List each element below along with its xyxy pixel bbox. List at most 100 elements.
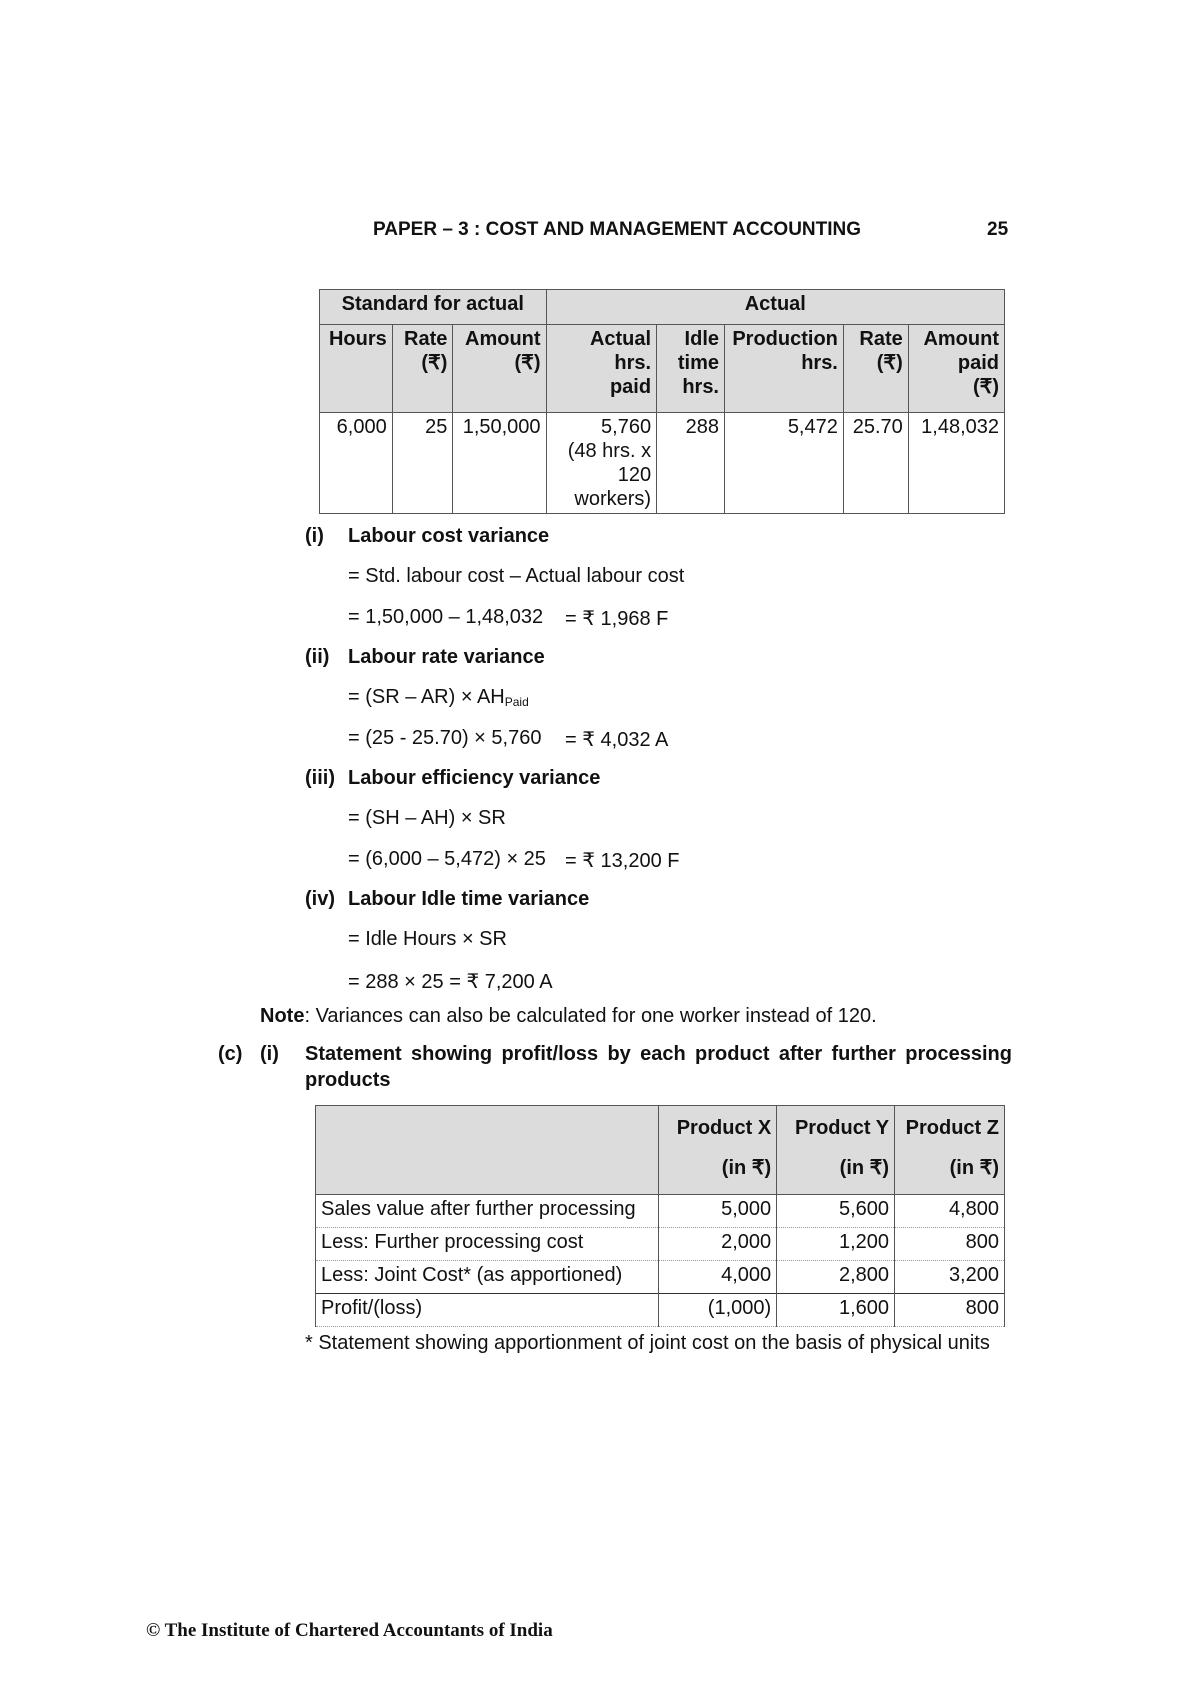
formula-subscript: Paid: [504, 695, 529, 709]
table-row: 6,000 25 1,50,000 5,760 (48 hrs. x 120 worker…: [319, 412, 1006, 514]
table-cell: 288: [656, 412, 725, 514]
formula-text: = (SR – AR) × AH: [348, 686, 505, 708]
result-value: = ₹ 1,968 F: [565, 608, 669, 630]
cell-text-line: (₹): [972, 376, 999, 398]
cell-text-line: 288: [685, 416, 719, 438]
value-cell: 1,600: [776, 1293, 896, 1327]
column-header: Idle time hrs.: [656, 324, 725, 413]
page-number: 25: [987, 219, 1009, 240]
product-profit-table: Product X (in ₹) Product Y (in ₹) Product Z (…: [314, 1105, 1005, 1327]
section-c-number: (c): [218, 1043, 243, 1065]
cell-text-line: Actual hrs.: [589, 328, 652, 374]
value-cell: 3,200: [894, 1260, 1005, 1294]
footnote: * Statement showing apportionment of joi…: [305, 1332, 990, 1354]
column-header: Product X (in ₹): [658, 1105, 778, 1195]
result-value: = ₹ 4,032 A: [565, 729, 669, 751]
column-header: Production hrs.: [724, 324, 844, 413]
item-title: Labour efficiency variance: [348, 767, 601, 789]
item-number: (i): [305, 525, 324, 547]
result-value: = ₹ 13,200 F: [565, 850, 680, 872]
cell-text-line: 5,760: [601, 416, 652, 438]
table-cell: 6,000: [319, 412, 393, 514]
column-header: Rate (₹): [842, 324, 909, 413]
item-number: (iii): [305, 767, 335, 789]
calculation-line: = (25 - 25.70) × 5,760: [348, 727, 542, 749]
section-c-title: Statement showing profit/loss by each pr…: [305, 1043, 1012, 1065]
table-row: Less: Joint Cost* (as apportioned) 4,000 2…: [314, 1260, 1005, 1294]
calculation-line: = 1,50,000 – 1,48,032: [348, 606, 544, 628]
formula-line: = (SR – AR) × AHPaid: [348, 686, 529, 709]
note-label: Note: [260, 1005, 305, 1027]
value-cell: 800: [894, 1293, 1005, 1327]
row-label: Sales value after further processing: [314, 1194, 660, 1228]
item-number: (ii): [305, 646, 330, 668]
table-row: Profit/(loss) (1,000) 1,600 800: [314, 1293, 1005, 1327]
group-header-standard: Standard for actual: [319, 289, 547, 325]
cell-text-line: hrs.: [801, 352, 838, 374]
cell-text-line: (in ₹): [721, 1157, 772, 1179]
section-c-title-cont: products: [305, 1069, 391, 1091]
table-row: Less: Further processing cost 2,000 1,200 8…: [314, 1227, 1005, 1261]
value-cell: 2,800: [776, 1260, 896, 1294]
formula-line: = Idle Hours × SR: [348, 928, 507, 950]
cell-text-line: Product X: [676, 1117, 772, 1139]
table-cell: 25.70: [842, 412, 909, 514]
page-footer: © The Institute of Chartered Accountants…: [146, 1620, 553, 1641]
item-title: Labour Idle time variance: [348, 888, 590, 910]
cell-text-line: 25.70: [852, 416, 903, 438]
value-cell: 800: [894, 1227, 1005, 1261]
table-header-row: Product X (in ₹) Product Y (in ₹) Product Z (…: [314, 1105, 1005, 1195]
calculation-line: = (6,000 – 5,472) × 25: [348, 848, 546, 870]
cell-text-line: 1,48,032: [921, 416, 999, 438]
cell-text-line: 5,472: [787, 416, 838, 438]
column-header: Amount paid (₹): [907, 324, 1006, 413]
cell-text-line: Production: [732, 328, 838, 350]
table-cell: 5,472: [724, 412, 844, 514]
calculation-line: = 288 × 25 = ₹ 7,200 A: [348, 971, 553, 993]
table-cell: 25: [391, 412, 454, 514]
value-cell: 1,200: [776, 1227, 896, 1261]
cell-text-line: 1,50,000: [462, 416, 541, 438]
cell-text-line: Amount: [923, 328, 999, 350]
cell-text-line: Rate: [859, 328, 903, 350]
cell-text-line: 6,000: [336, 416, 387, 438]
column-header: Amount (₹): [452, 324, 547, 413]
cell-text-line: Hours: [328, 328, 387, 350]
item-title: Labour rate variance: [348, 646, 545, 668]
row-label: Profit/(loss): [314, 1293, 660, 1327]
cell-text-line: paid: [609, 376, 652, 398]
cell-text-line: (₹): [421, 352, 448, 374]
row-label: Less: Further processing cost: [314, 1227, 660, 1261]
cell-text-line: (₹): [514, 352, 541, 374]
formula-line: = (SH – AH) × SR: [348, 807, 506, 829]
table-row: Sales value after further processing 5,00…: [314, 1194, 1005, 1228]
cell-text-line: Rate: [404, 328, 448, 350]
cell-text-line: (in ₹): [949, 1157, 999, 1179]
cell-text-line: hrs.: [682, 376, 719, 398]
cell-text-line: (48 hrs. x 120: [567, 440, 652, 486]
value-cell: 2,000: [658, 1227, 778, 1261]
table-cell: 5,760 (48 hrs. x 120 workers): [545, 412, 658, 514]
page-header-title: PAPER – 3 : COST AND MANAGEMENT ACCOUNTI…: [373, 219, 862, 240]
cell-text-line: Idle: [684, 328, 719, 350]
column-header: Actual hrs. paid: [545, 324, 658, 413]
table-cell: 1,48,032: [907, 412, 1006, 514]
value-cell: (1,000): [658, 1293, 778, 1327]
cell-text-line: Amount: [465, 328, 541, 350]
cell-text-line: (in ₹): [839, 1157, 890, 1179]
item-number: (iv): [305, 888, 335, 910]
labour-data-table: Standard for actual Actual Hours Rate (₹) A…: [319, 289, 1006, 514]
cell-text-line: Product Y: [794, 1117, 890, 1139]
cell-text-line: workers): [574, 488, 652, 510]
row-label: Less: Joint Cost* (as apportioned): [314, 1260, 660, 1294]
cell-text-line: Product Z: [905, 1117, 999, 1139]
cell-text-line: 25: [425, 416, 448, 438]
column-header: Product Y (in ₹): [776, 1105, 896, 1195]
value-cell: 5,000: [658, 1194, 778, 1228]
table-group-header-row: Standard for actual Actual: [319, 289, 1006, 325]
column-header: Hours: [319, 324, 393, 413]
item-title: Labour cost variance: [348, 525, 550, 547]
cell-text-line: time: [677, 352, 719, 374]
formula-line: = Std. labour cost – Actual labour cost: [348, 565, 685, 587]
group-header-actual: Actual: [545, 289, 1006, 325]
